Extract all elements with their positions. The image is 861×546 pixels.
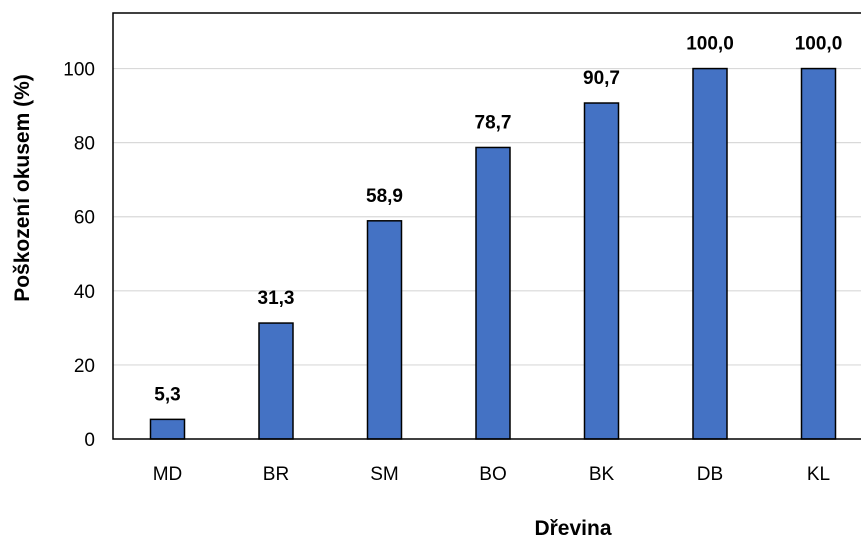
data-label-br: 31,3 [258, 288, 295, 309]
bar-bo [475, 146, 511, 440]
x-axis-title: Dřevina [534, 517, 611, 540]
y-axis-title: Poškození okusem (%) [11, 74, 34, 302]
bar-sm [366, 220, 403, 440]
y-tick-label-60: 60 [74, 208, 95, 229]
x-category-label-br: BR [263, 464, 289, 485]
data-labels: 5,3 31,3 58,9 78,7 90,7 100,0 100,0 [154, 34, 842, 406]
x-category-labels: MD BR SM BO BK DB KL [153, 464, 830, 485]
x-category-label-sm: SM [370, 464, 399, 485]
x-category-label-db: DB [697, 464, 723, 485]
bars [149, 67, 837, 440]
data-label-bk: 90,7 [583, 68, 620, 89]
data-label-db: 100,0 [686, 34, 734, 55]
bar-db [692, 67, 728, 440]
x-category-label-kl: KL [807, 464, 830, 485]
y-tick-label-20: 20 [74, 356, 95, 377]
x-category-label-md: MD [153, 464, 183, 485]
y-tick-label-40: 40 [74, 282, 95, 303]
bar-kl [800, 67, 837, 440]
data-label-bo: 78,7 [475, 112, 512, 133]
plot-frame [112, 12, 861, 440]
y-tick-label-0: 0 [84, 430, 95, 451]
data-label-md: 5,3 [154, 384, 180, 405]
x-category-label-bo: BO [479, 464, 506, 485]
y-tick-label-80: 80 [74, 134, 95, 155]
bar-md [149, 418, 186, 440]
data-label-kl: 100,0 [795, 34, 843, 55]
y-tick-label-100: 100 [63, 60, 95, 81]
x-category-label-bk: BK [589, 464, 615, 485]
bar-bk [583, 102, 620, 440]
bar-br [258, 322, 294, 440]
data-label-sm: 58,9 [366, 186, 403, 207]
y-tick-labels: 0 20 40 60 80 100 [63, 60, 95, 451]
